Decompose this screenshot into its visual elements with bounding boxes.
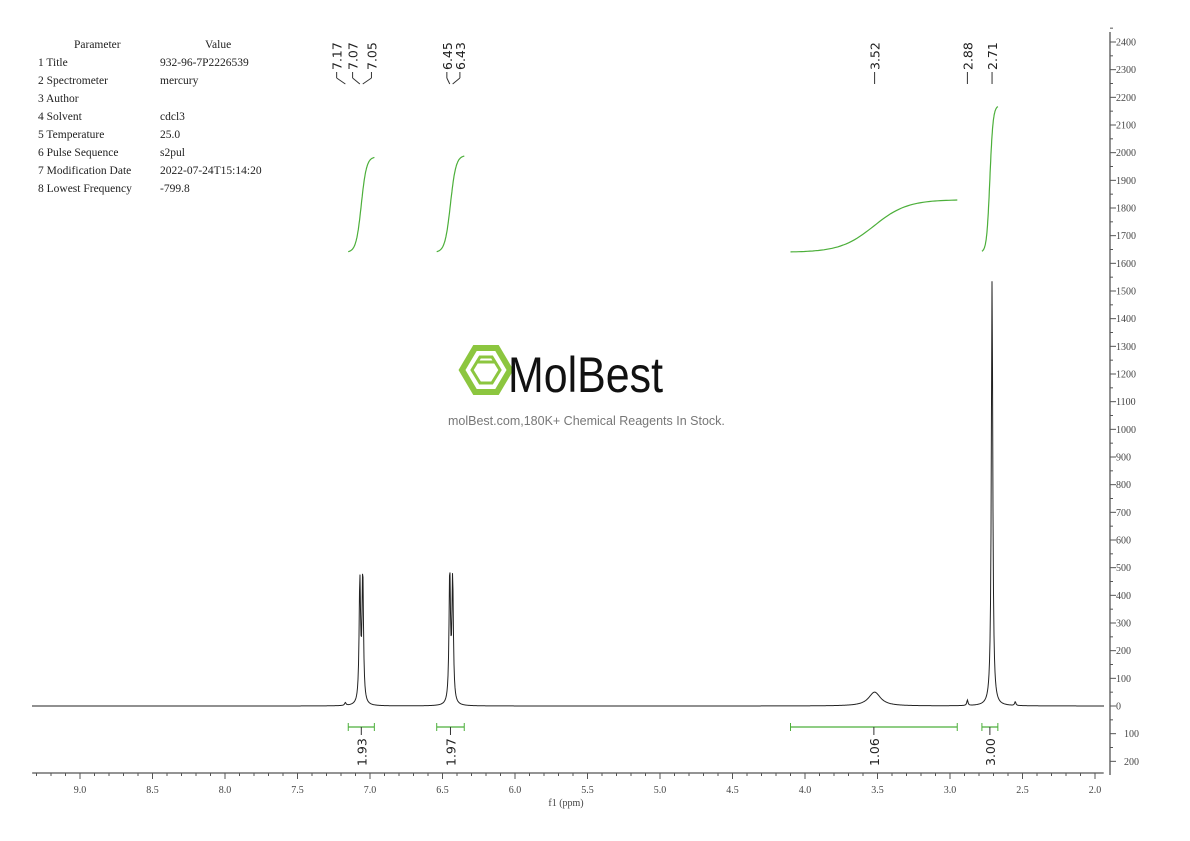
peak-label-connector xyxy=(336,72,346,85)
header-value: Value xyxy=(205,39,232,51)
peak-label-connector xyxy=(352,72,361,85)
peak-label: 7.17 xyxy=(330,42,345,70)
spectrum-line xyxy=(32,281,1104,707)
peak-label-connector xyxy=(446,72,451,85)
parameter-row: 7 Modification Date 2022-07-24T15:14:20 xyxy=(38,162,262,180)
parameter-value: -799.8 xyxy=(160,183,190,195)
x-tick-label: 6.0 xyxy=(509,785,522,796)
x-tick-label: 5.5 xyxy=(581,785,594,796)
parameter-key: 4 Solvent xyxy=(38,111,82,123)
y-tick-label: 500 xyxy=(1116,563,1131,574)
integral-curve xyxy=(981,106,999,252)
y-tick-label: 600 xyxy=(1116,535,1131,546)
peak-label: 3.52 xyxy=(868,42,883,70)
y-tick-label: 400 xyxy=(1116,591,1131,602)
peak-label: 7.05 xyxy=(364,42,379,70)
peak-label-connector xyxy=(452,72,461,85)
peak-label-connector xyxy=(362,72,372,85)
peak-label: 6.43 xyxy=(453,42,468,70)
parameter-row: 8 Lowest Frequency -799.8 xyxy=(38,180,262,198)
y-tick-label: 900 xyxy=(1116,452,1131,463)
watermark: MolBest molBest.com,180K+ Chemical Reage… xyxy=(448,342,748,428)
peak-label: 6.45 xyxy=(440,42,455,70)
header-parameter: Parameter xyxy=(74,39,121,51)
y-tick-label: 200 xyxy=(1124,757,1139,768)
parameter-key: 2 Spectrometer xyxy=(38,75,108,87)
y-tick-label: 2300 xyxy=(1116,65,1136,76)
parameter-row: 3 Author xyxy=(38,90,262,108)
y-tick-label: 1600 xyxy=(1116,259,1136,270)
peak-label: 7.07 xyxy=(346,42,361,70)
parameter-key: 6 Pulse Sequence xyxy=(38,147,119,159)
parameter-value: 932-96-7P2226539 xyxy=(160,57,249,69)
parameter-key: 5 Temperature xyxy=(38,129,105,141)
y-tick-label: 200 xyxy=(1116,646,1131,657)
integral-value: 1.97 xyxy=(443,738,458,766)
y-tick-label: 300 xyxy=(1116,618,1131,629)
parameter-key: 7 Modification Date xyxy=(38,165,132,177)
y-tick-label: 1500 xyxy=(1116,286,1136,297)
parameter-table: Parameter Value 1 Title 932-96-7P2226539 2 … xyxy=(38,36,262,198)
x-tick-label: 2.5 xyxy=(1016,785,1029,796)
x-tick-label: 8.5 xyxy=(146,785,159,796)
watermark-tagline: molBest.com,180K+ Chemical Reagents In S… xyxy=(448,414,725,428)
x-tick-label: 2.0 xyxy=(1089,785,1102,796)
parameter-key: 3 Author xyxy=(38,93,79,105)
integral-value: 1.93 xyxy=(354,738,369,766)
peak-label: 2.88 xyxy=(960,42,975,70)
y-tick-label: 1100 xyxy=(1116,397,1136,408)
parameter-value: cdcl3 xyxy=(160,111,185,123)
y-tick-label: 1300 xyxy=(1116,342,1136,353)
integral-curve xyxy=(348,156,375,253)
y-tick-label: 2400 xyxy=(1116,37,1136,48)
parameter-row: 2 Spectrometer mercury xyxy=(38,72,262,90)
parameter-value: 2022-07-24T15:14:20 xyxy=(160,165,262,177)
x-tick-label: 9.0 xyxy=(74,785,87,796)
parameter-value: s2pul xyxy=(160,147,185,159)
parameter-value: mercury xyxy=(160,75,199,87)
y-tick-label: 2100 xyxy=(1116,120,1136,131)
peak-label: 2.71 xyxy=(985,42,1000,70)
y-tick-label: 1800 xyxy=(1116,203,1136,214)
parameter-value: 25.0 xyxy=(160,129,181,141)
parameter-key: 8 Lowest Frequency xyxy=(38,183,132,195)
svg-text:MolBest: MolBest xyxy=(508,347,663,402)
x-tick-label: 4.0 xyxy=(799,785,812,796)
x-axis-label: f1 (ppm) xyxy=(548,798,583,809)
parameter-table-header: Parameter Value xyxy=(38,36,262,54)
parameter-key: 1 Title xyxy=(38,57,68,69)
y-tick-label: 1700 xyxy=(1116,231,1136,242)
parameter-row: 4 Solvent cdcl3 xyxy=(38,108,262,126)
integral-curve xyxy=(790,199,958,253)
y-tick-label: 700 xyxy=(1116,508,1131,519)
x-tick-label: 7.0 xyxy=(364,785,377,796)
parameter-row: 1 Title 932-96-7P2226539 xyxy=(38,54,262,72)
y-tick-label: 800 xyxy=(1116,480,1131,491)
y-tick-label: 2200 xyxy=(1116,93,1136,104)
y-tick-label: 100 xyxy=(1124,729,1139,740)
integral-value: 3.00 xyxy=(983,738,998,766)
x-tick-label: 4.5 xyxy=(726,785,739,796)
x-tick-label: 6.5 xyxy=(436,785,449,796)
y-tick-label: 2000 xyxy=(1116,148,1136,159)
x-tick-label: 7.5 xyxy=(291,785,304,796)
x-tick-label: 3.0 xyxy=(944,785,957,796)
integral-value: 1.06 xyxy=(867,738,882,766)
x-tick-label: 5.0 xyxy=(654,785,667,796)
parameter-row: 5 Temperature 25.0 xyxy=(38,126,262,144)
y-tick-label: 1400 xyxy=(1116,314,1136,325)
integral-curve xyxy=(436,155,465,253)
parameter-row: 6 Pulse Sequence s2pul xyxy=(38,144,262,162)
y-tick-label: 100 xyxy=(1116,674,1131,685)
y-tick-label: 1200 xyxy=(1116,369,1136,380)
molbest-logo: MolBest xyxy=(458,345,663,403)
x-tick-label: 8.0 xyxy=(219,785,232,796)
y-tick-label: 1900 xyxy=(1116,176,1136,187)
y-tick-label: 1000 xyxy=(1116,425,1136,436)
y-tick-label: 0 xyxy=(1116,702,1121,713)
x-tick-label: 3.5 xyxy=(871,785,884,796)
